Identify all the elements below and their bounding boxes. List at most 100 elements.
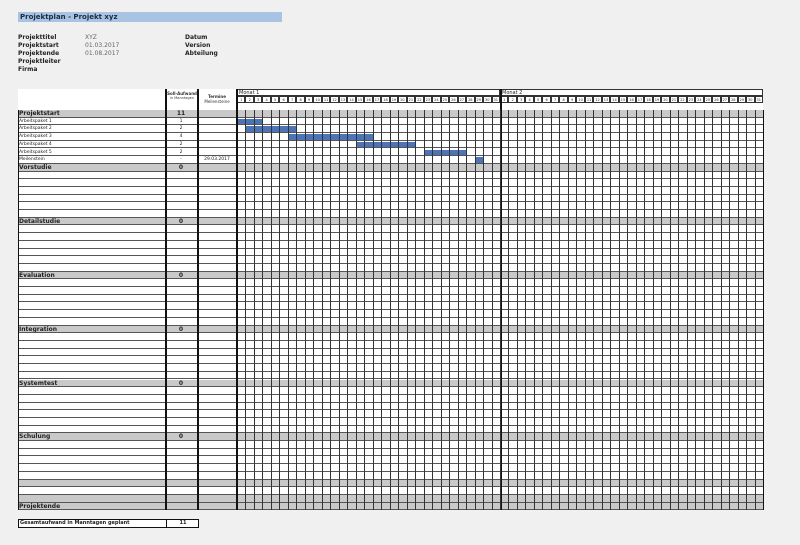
total-value: 11: [166, 520, 199, 527]
day-gridline: [253, 110, 255, 511]
row-termin[interactable]: [198, 164, 236, 171]
day-header: 20: [398, 96, 407, 103]
day-header: 23: [423, 96, 433, 103]
meta-label: Projektleiter: [18, 58, 61, 65]
day-gridline: [355, 110, 357, 511]
day-gridline: [576, 110, 578, 511]
row-label[interactable]: Arbeitspaket 2: [19, 126, 52, 132]
row-effort[interactable]: 0: [178, 325, 184, 333]
row-termin[interactable]: [198, 218, 236, 225]
row-label[interactable]: Systemtest: [19, 379, 58, 387]
row-termin[interactable]: 29.03.2017: [204, 157, 230, 163]
row-label[interactable]: Arbeitspaket 5: [19, 149, 52, 155]
day-gridline: [270, 110, 272, 511]
row-effort[interactable]: 0: [178, 433, 184, 441]
day-header: 31: [491, 96, 500, 103]
row-label[interactable]: Meilenstein: [19, 157, 45, 163]
gantt-bar[interactable]: [287, 134, 373, 140]
project-info: Projekttitel XYZ Projektstart 01.03.2017 Pro…: [18, 34, 168, 74]
row-effort[interactable]: 4: [179, 134, 183, 140]
row-termin[interactable]: [198, 380, 236, 387]
gantt-bar[interactable]: [355, 141, 416, 148]
day-header: 29: [474, 96, 484, 103]
column-divider: [763, 110, 764, 511]
row-termin[interactable]: [198, 326, 236, 333]
column-divider: [197, 89, 199, 511]
day-gridline: [423, 110, 425, 511]
row-label[interactable]: Evaluation: [19, 271, 55, 279]
gantt-table: Soll-Aufwand in Manntagen Termine Meilenste…: [18, 89, 764, 511]
column-divider: [165, 89, 167, 511]
day-gridline: [618, 110, 620, 511]
day-gridline: [712, 110, 714, 511]
total-row: Gesamtaufwand in Manntagen geplant 11: [18, 519, 199, 528]
row-effort[interactable]: 0: [178, 379, 184, 387]
day-header: 26: [449, 96, 458, 103]
day-header: 28: [729, 96, 738, 103]
day-gridline: [754, 110, 756, 511]
row-label[interactable]: Projektstart: [19, 110, 60, 117]
day-gridline: [364, 110, 366, 511]
day-gridline: [516, 110, 518, 511]
row-label[interactable]: Detailstudie: [19, 217, 61, 225]
row-termin[interactable]: [198, 133, 236, 140]
day-gridline: [449, 110, 451, 511]
row-termin[interactable]: [198, 141, 236, 148]
day-header: 26: [712, 96, 721, 103]
day-header: 1: [237, 96, 246, 103]
gantt-bar[interactable]: [423, 149, 467, 156]
row-effort[interactable]: 1: [179, 118, 183, 124]
row-label[interactable]: Arbeitspaket 1: [19, 118, 52, 124]
row-label[interactable]: Schulung: [19, 433, 51, 441]
day-header: 2: [245, 96, 254, 103]
row-label[interactable]: Arbeitspaket 4: [19, 141, 52, 147]
row-effort[interactable]: 0: [178, 271, 184, 279]
row-termin[interactable]: [198, 118, 236, 125]
meta-value[interactable]: 01.08.2017: [85, 50, 120, 57]
row-effort[interactable]: 0: [178, 217, 184, 225]
row-label[interactable]: Integration: [19, 325, 58, 333]
day-gridline: [440, 110, 442, 511]
meta-value[interactable]: 01.03.2017: [85, 42, 120, 49]
day-header: 22: [415, 96, 424, 103]
row-label[interactable]: Vorstudie: [19, 163, 52, 171]
day-header: 25: [703, 96, 713, 103]
day-gridline: [686, 110, 688, 511]
row-effort[interactable]: [165, 503, 197, 510]
day-header: 12: [593, 96, 602, 103]
row-effort[interactable]: 2: [179, 126, 183, 132]
milestone-marker[interactable]: [474, 157, 484, 163]
day-gridline: [398, 110, 400, 511]
row-effort[interactable]: 2: [179, 149, 183, 155]
day-header: 8: [559, 96, 568, 103]
row-termin[interactable]: [198, 110, 236, 117]
row-termin[interactable]: [198, 125, 236, 132]
row-label[interactable]: Arbeitspaket 3: [19, 134, 52, 140]
row-effort[interactable]: -: [180, 157, 182, 163]
gantt-bar[interactable]: [245, 126, 297, 133]
day-header: 31: [754, 96, 763, 103]
column-divider: [18, 110, 19, 511]
day-header: 10: [576, 96, 585, 103]
day-gridline: [330, 110, 332, 511]
day-gridline: [432, 110, 434, 511]
termine-header-sub: Meilensteine: [204, 99, 230, 104]
day-header: 13: [338, 96, 348, 103]
row-effort[interactable]: 11: [176, 110, 186, 117]
row-label[interactable]: Projektende: [19, 502, 61, 510]
row-termin[interactable]: [198, 149, 236, 156]
month-header: Monat 1: [237, 89, 500, 96]
day-header: 9: [567, 96, 577, 103]
day-gridline: [567, 110, 569, 511]
row-termin[interactable]: [198, 503, 236, 510]
gantt-bar[interactable]: [237, 118, 263, 125]
day-header: 16: [627, 96, 636, 103]
row-effort[interactable]: 2: [179, 141, 183, 147]
effort-header: Soll-Aufwand in Manntagen: [167, 91, 197, 101]
row-termin[interactable]: [198, 433, 236, 440]
row-effort[interactable]: 0: [178, 163, 184, 171]
row-termin[interactable]: [198, 272, 236, 279]
day-gridline: [601, 110, 603, 511]
meta-row: Projektstart 01.03.2017: [18, 42, 168, 50]
meta-value[interactable]: XYZ: [85, 34, 97, 41]
